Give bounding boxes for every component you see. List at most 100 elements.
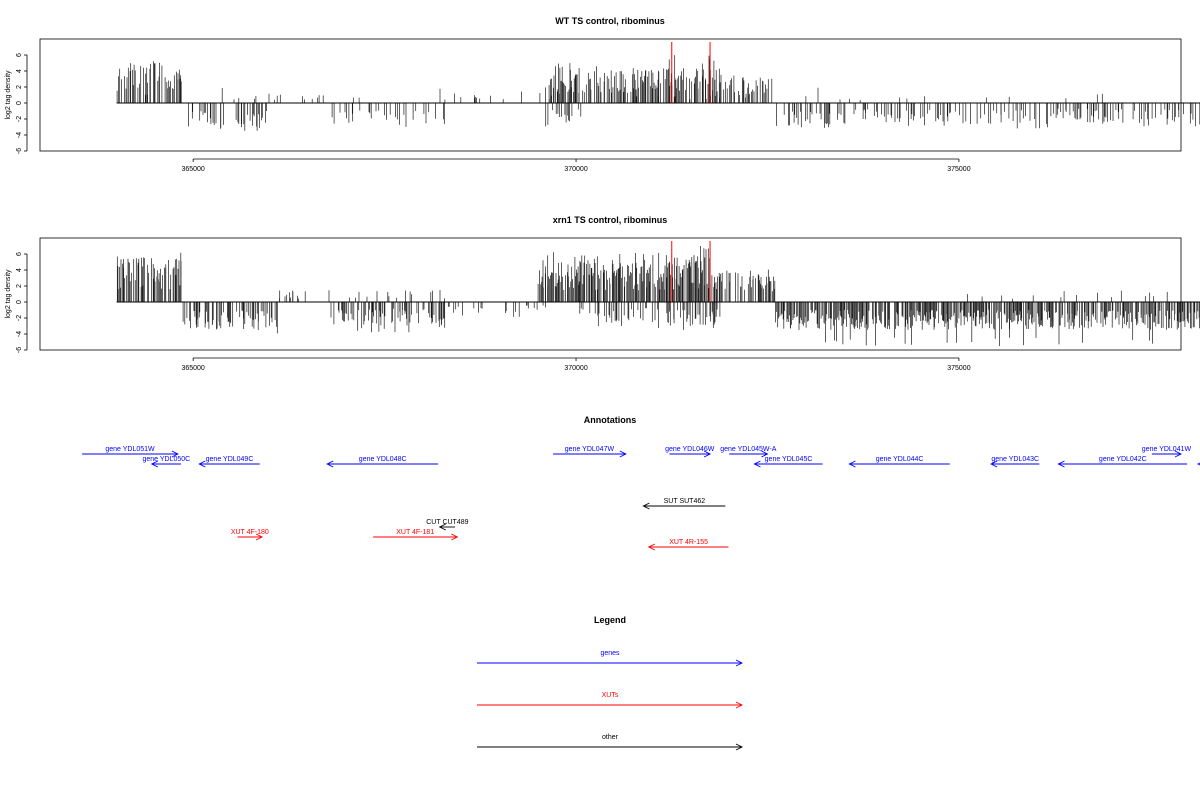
- x-tick-label: 375000: [947, 365, 970, 372]
- annotation-feature: gene YDL041W: [1142, 446, 1192, 458]
- legend-label: genes: [600, 650, 620, 657]
- arrow-head: [642, 502, 650, 510]
- annotation-label: gene YDL047W: [565, 446, 615, 453]
- annotation-label: gene YDL041W: [1142, 446, 1192, 453]
- arrow-head: [848, 460, 856, 468]
- annotation-feature: CUT CUT489: [426, 519, 469, 531]
- annotation-feature: gene YDL045C: [753, 456, 823, 468]
- xrn1-highlight-lines: [671, 241, 711, 302]
- x-tick-label: 365000: [181, 166, 204, 173]
- arrow-head: [1057, 460, 1065, 468]
- annotation-label: gene YDL049C: [206, 456, 254, 463]
- legend-label: XUTs: [602, 692, 619, 699]
- annotation-feature: gene YDL051W: [82, 446, 179, 458]
- arrow-head: [326, 460, 334, 468]
- annotation-feature: gene YDL046W: [665, 446, 715, 458]
- annotation-tracks: gene YDL051W gene YDL050C gene YDL049C gene…: [82, 446, 1200, 551]
- annotation-feature: gene YDL050C: [142, 456, 190, 468]
- x-tick-label: 370000: [564, 166, 587, 173]
- wt-x-axis: 365000 370000 375000: [181, 158, 971, 173]
- x-tick-label: 370000: [564, 365, 587, 372]
- annotation-label: gene YDL045W-A: [720, 446, 776, 453]
- xrn1-plot-frame: [39, 237, 1182, 351]
- legend-items: genes XUTs other: [477, 650, 744, 751]
- wt-density-panel: WT TS control, ribominus log2 tag densit…: [5, 16, 1200, 173]
- arrow-head: [990, 460, 998, 468]
- annotation-label: gene YDL043C: [991, 456, 1039, 463]
- annotation-feature: XUT 4F-181: [373, 529, 459, 541]
- y-tick-label: 2: [16, 284, 23, 288]
- annotation-feature: [1196, 462, 1200, 466]
- x-tick-label: 375000: [947, 166, 970, 173]
- annotation-label: gene YDL050C: [142, 456, 190, 463]
- annotation-label: XUT 4F-181: [396, 529, 434, 536]
- y-tick-label: 6: [16, 252, 23, 256]
- y-tick-label: 2: [16, 85, 23, 89]
- annotation-feature: gene YDL042C: [1057, 456, 1188, 468]
- xrn1-y-axis: -6 -4 -2 0 2 4 6: [16, 252, 28, 353]
- y-tick-label: 4: [16, 268, 23, 272]
- arrow-head: [761, 450, 769, 458]
- y-tick-label: -6: [16, 347, 23, 353]
- arrow-head: [150, 460, 159, 468]
- y-tick-label: -2: [16, 116, 23, 122]
- annotation-feature: XUT 4R-155: [647, 539, 729, 551]
- annotation-feature: XUT 4F-180: [231, 529, 269, 541]
- annotation-feature: gene YDL043C: [990, 456, 1040, 468]
- y-tick-label: -4: [16, 132, 23, 138]
- legend-item: XUTs: [477, 692, 744, 709]
- annotation-feature: gene YDL047W: [553, 446, 627, 458]
- y-tick-label: 6: [16, 53, 23, 57]
- arrow-head: [735, 701, 744, 709]
- annotation-label: gene YDL042C: [1099, 456, 1147, 463]
- wt-y-axis: -6 -4 -2 0 2 4 6: [16, 53, 28, 154]
- annotation-label: gene YDL048C: [359, 456, 407, 463]
- annotation-label: XUT 4R-155: [669, 539, 708, 546]
- annotation-feature: gene YDL049C: [198, 456, 260, 468]
- annotation-label: gene YDL044C: [876, 456, 924, 463]
- arrow-head: [735, 743, 744, 751]
- xrn1-density-panel: xrn1 TS control, ribominus log2 tag dens…: [5, 215, 1200, 372]
- annotation-label: SUT SUT462: [664, 498, 706, 505]
- arrow-head: [619, 450, 627, 458]
- annotation-feature: gene YDL044C: [848, 456, 950, 468]
- xrn1-y-axis-label: log2 tag density: [5, 269, 12, 319]
- y-tick-label: 0: [16, 300, 23, 304]
- xrn1-density-bars: [116, 246, 1200, 346]
- arrow-head: [171, 450, 179, 458]
- arrow-head: [255, 533, 264, 541]
- legend-title: Legend: [594, 615, 626, 625]
- xrn1-x-axis: 365000 370000 375000: [181, 357, 971, 372]
- arrow-head: [735, 659, 744, 667]
- wt-plot-frame: [39, 38, 1182, 152]
- arrow-head: [438, 523, 446, 531]
- legend-item: other: [477, 734, 744, 751]
- annotations-title: Annotations: [584, 415, 637, 425]
- arrow-head: [451, 533, 459, 541]
- y-tick-label: -6: [16, 148, 23, 154]
- arrow-head: [1174, 450, 1183, 458]
- y-tick-label: -2: [16, 315, 23, 321]
- y-tick-label: 4: [16, 69, 23, 73]
- arrow-head: [703, 450, 712, 458]
- arrow-head: [647, 543, 655, 551]
- annotation-label: XUT 4F-180: [231, 529, 269, 536]
- xrn1-panel-title: xrn1 TS control, ribominus: [553, 215, 668, 225]
- wt-panel-title: WT TS control, ribominus: [555, 16, 665, 26]
- annotation-label: gene YDL051W: [105, 446, 155, 453]
- annotation-label: gene YDL045C: [765, 456, 813, 463]
- wt-y-axis-label: log2 tag density: [5, 70, 12, 120]
- annotation-label: CUT CUT489: [426, 519, 468, 526]
- legend-label: other: [602, 734, 619, 741]
- y-tick-label: 0: [16, 101, 23, 105]
- legend-item: genes: [477, 650, 744, 667]
- arrow-head: [753, 460, 761, 468]
- arrow-head: [198, 460, 206, 468]
- annotation-feature: gene YDL045W-A: [720, 446, 777, 458]
- wt-highlight-lines: [671, 42, 711, 103]
- annotation-label: gene YDL046W: [665, 446, 715, 453]
- wt-density-bars: [116, 55, 1200, 131]
- arrow-head: [1196, 462, 1200, 466]
- y-tick-label: -4: [16, 331, 23, 337]
